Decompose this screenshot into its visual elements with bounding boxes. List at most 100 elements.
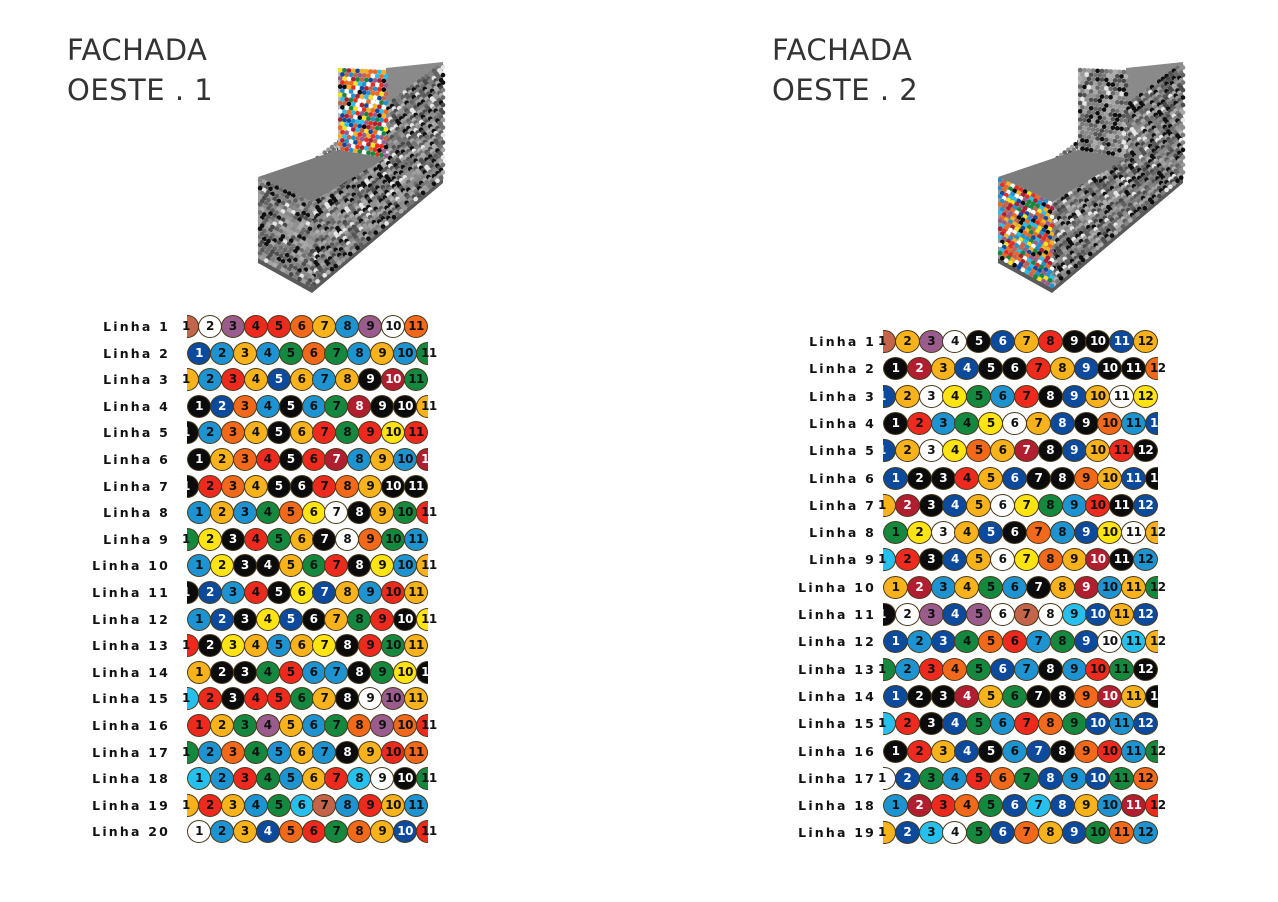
color-cell: 3 <box>918 384 944 408</box>
cell-number: 8 <box>1046 661 1055 676</box>
color-cell: 6 <box>990 439 1016 463</box>
facade-dot <box>315 279 320 284</box>
facade-dot <box>1069 266 1075 272</box>
cell-number: 7 <box>1022 388 1031 403</box>
color-cell: 2 <box>894 548 920 572</box>
facade-dot <box>1101 90 1107 95</box>
facade-dot <box>1097 115 1103 120</box>
facade-dot <box>344 254 349 260</box>
facade-dot <box>372 147 378 152</box>
facade-dot <box>377 113 382 118</box>
color-cell: 1 <box>883 684 908 708</box>
color-cell: 6 <box>1002 630 1028 654</box>
color-cell: 11 <box>1121 521 1147 545</box>
facade-dot <box>997 193 1003 199</box>
facade-dot <box>366 124 371 130</box>
color-cell: 5 <box>966 766 992 790</box>
facade-dot <box>346 84 352 90</box>
facade-dot <box>379 74 384 79</box>
facade-dot <box>348 106 354 111</box>
facade-dot <box>1082 101 1087 106</box>
facade-dot <box>1095 144 1100 150</box>
color-cell: 3 <box>930 466 956 490</box>
cell-number: 3 <box>927 716 936 731</box>
facade-dot <box>351 118 356 124</box>
color-cell: 9 <box>1073 575 1099 599</box>
facade-dot <box>1049 283 1055 289</box>
facade-dot <box>1099 85 1105 91</box>
facade-dot <box>1180 110 1186 115</box>
cell-number: 2 <box>915 688 924 703</box>
color-cell: 4 <box>954 466 980 490</box>
facade-dot <box>370 73 376 79</box>
cell-number: 10 <box>1101 415 1118 430</box>
facade-dot <box>366 150 371 156</box>
facade-dot <box>379 135 384 140</box>
color-cell: 12 <box>1144 575 1166 599</box>
cell-number: 12 <box>1137 825 1154 840</box>
cell-number: 11 <box>1125 525 1142 540</box>
cell-number: 11 <box>1113 497 1130 512</box>
color-cell: 5 <box>966 657 992 681</box>
facade-dot <box>1073 263 1078 269</box>
cell-number: 11 <box>1125 688 1142 703</box>
color-cell: 12 <box>1144 521 1166 545</box>
facade-dot <box>398 208 404 214</box>
grid-row: Linha 19 1 2 3 4 5 6 7 8 9 10 11 12 <box>0 821 1278 845</box>
facade-dot <box>361 73 367 78</box>
cell-number: 8 <box>1046 770 1055 785</box>
cell-number: 5 <box>974 607 983 621</box>
cell-number: 9 <box>1070 716 1078 731</box>
facade-dot <box>368 95 374 100</box>
cell-number: 5 <box>986 634 995 649</box>
facade-dot <box>359 94 365 99</box>
cell-number: 8 <box>1058 579 1067 594</box>
facade-dot <box>359 68 365 74</box>
facade-dot <box>1123 118 1129 123</box>
color-cell: 12 <box>1132 548 1158 572</box>
facade-dot <box>1117 148 1122 153</box>
cell-number: 7 <box>1034 525 1043 540</box>
cell-number: 6 <box>998 552 1007 567</box>
color-cell: 5 <box>978 411 1004 435</box>
cell-number: 3 <box>927 661 936 676</box>
cell-number: 5 <box>986 361 995 376</box>
cell-number: 10 <box>1089 552 1106 567</box>
facade-dot <box>1135 212 1140 217</box>
cell-number: 8 <box>1046 607 1055 621</box>
facade-dot <box>1115 143 1120 148</box>
facade-dot <box>1164 187 1169 193</box>
facade-dot <box>440 110 446 115</box>
color-cell: 6 <box>990 384 1016 408</box>
facade-dot <box>1104 103 1109 108</box>
facade-dot <box>1106 133 1111 139</box>
color-cell: 3 <box>918 766 944 790</box>
facade-dot <box>353 106 358 111</box>
color-cell: 3 <box>918 330 944 353</box>
facade-dot <box>364 103 369 108</box>
color-cell: 2 <box>906 575 932 599</box>
facade-dot <box>1110 116 1116 122</box>
cell-number: 12 <box>1137 607 1154 621</box>
cell-number: 11 <box>1113 661 1130 676</box>
color-cell: 3 <box>930 794 956 818</box>
facade-dot <box>1024 269 1030 275</box>
facade-dot <box>346 76 352 82</box>
facade-dot <box>1095 94 1100 99</box>
facade-dot <box>383 74 389 79</box>
facade-dot <box>1101 98 1107 104</box>
facade-dot <box>1112 104 1118 109</box>
facade-dot <box>1097 149 1103 154</box>
color-cell: 10 <box>1085 330 1111 353</box>
facade-dot <box>1088 72 1094 78</box>
facade-dot <box>1099 68 1105 74</box>
facade-dot <box>377 139 382 144</box>
cell-number: 10 <box>1089 334 1106 348</box>
color-cell: 1 <box>883 357 908 381</box>
facade-dot <box>1091 127 1096 132</box>
facade-dot <box>288 272 294 277</box>
color-cell: 3 <box>930 357 956 381</box>
color-cell: 12 <box>1144 630 1166 654</box>
facade-dot <box>1180 155 1186 160</box>
cell-number: 5 <box>974 661 983 676</box>
